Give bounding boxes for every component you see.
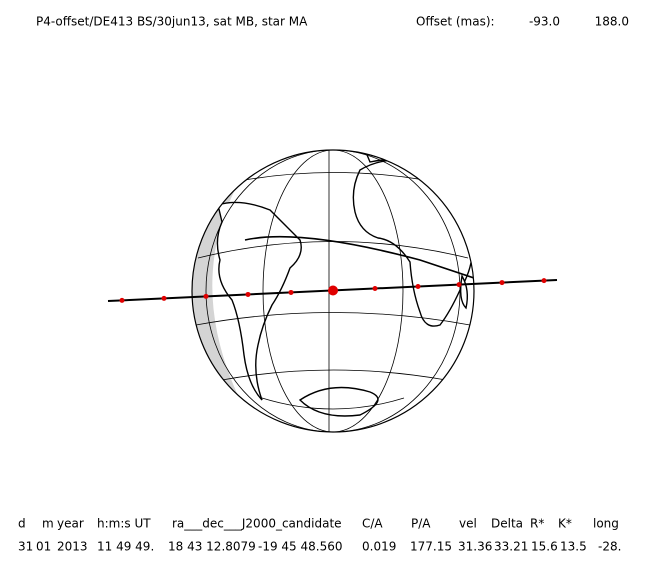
offset-value: -93.0 — [529, 15, 560, 29]
parallel — [244, 172, 426, 181]
cell-value: 31.36 — [458, 540, 492, 554]
south-america — [216, 201, 302, 401]
path-point — [541, 278, 547, 284]
path-point — [119, 297, 125, 303]
column-header: C/A — [362, 517, 383, 531]
cell-value: 33.21 — [494, 540, 528, 554]
path-point — [415, 284, 421, 290]
column-header: Delta — [491, 517, 523, 531]
column-header: d — [18, 517, 26, 531]
column-header: K* — [558, 517, 572, 531]
night-side — [192, 160, 250, 420]
offset-label: Offset (mas): — [416, 15, 495, 29]
column-header: year — [57, 517, 84, 531]
cell-value: 11 49 49. — [97, 540, 154, 554]
column-header: vel — [459, 517, 477, 531]
parallel — [261, 397, 405, 410]
path-point — [245, 291, 251, 297]
cell-value: 31 — [18, 540, 33, 554]
path-point — [372, 286, 378, 292]
event-table: d m year h:m:s UT ra___dec___J2000_candidate… — [18, 517, 621, 554]
meridian — [262, 150, 404, 432]
column-header: long — [593, 517, 619, 531]
column-header: m — [42, 517, 54, 531]
path-points — [119, 278, 547, 303]
offset-value: 188.0 — [595, 15, 629, 29]
path-point — [499, 280, 505, 286]
meridian — [205, 150, 461, 432]
cell-value: 15.6 — [531, 540, 558, 554]
path-point — [456, 282, 462, 288]
column-header: h:m:s UT — [97, 517, 151, 531]
title: P4-offset/DE413 BS/30jun13, sat MB, star… — [36, 15, 308, 29]
cell-value: 0.019 — [362, 540, 396, 554]
globe-limb — [191, 149, 475, 433]
cell-value: -28. — [598, 540, 621, 554]
parallel — [221, 369, 447, 381]
column-header: R* — [530, 517, 544, 531]
cell-value: 177.15 — [410, 540, 452, 554]
column-header: ra___dec___J2000_candidate — [172, 517, 342, 531]
cell-value: 18 43 12.8079 — [168, 540, 256, 554]
column-header: P/A — [411, 517, 431, 531]
path-point — [161, 295, 167, 301]
shadow-limit — [244, 235, 474, 281]
cell-value: 13.5 — [560, 540, 587, 554]
cell-value: -19 45 48.560 — [258, 540, 343, 554]
path-point — [328, 285, 338, 296]
cell-value: 01 — [36, 540, 51, 554]
path-point — [203, 293, 209, 299]
cell-value: 2013 — [57, 540, 88, 554]
parallel — [195, 312, 471, 326]
path-point — [288, 289, 294, 295]
